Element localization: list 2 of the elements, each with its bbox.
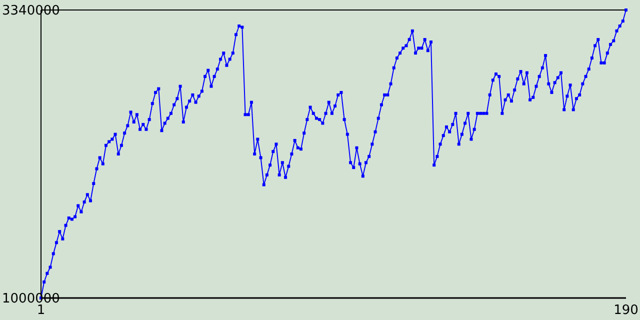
- x-tick-label: 1: [36, 303, 46, 318]
- x-tick-label: 190: [614, 303, 638, 318]
